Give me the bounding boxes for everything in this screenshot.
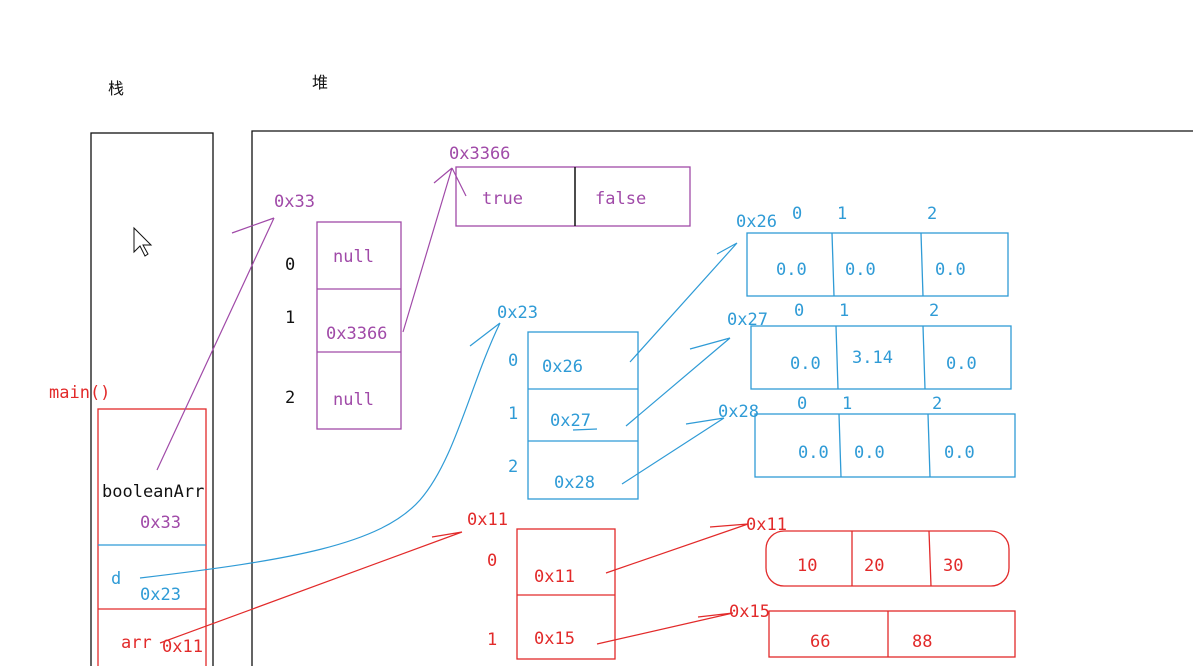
main-frame: [97, 408, 207, 666]
main-frame-label: main(): [49, 383, 110, 403]
bool-outer-index-1: 1: [285, 308, 295, 328]
d-inner-2-array: [754, 413, 1016, 478]
bool-outer-index-2: 2: [285, 388, 295, 408]
var-d-name: d: [111, 569, 121, 589]
d-inner-0-divider-1: [831, 232, 835, 297]
d-outer-cell-2: 0x28: [554, 473, 595, 493]
arrow-arr-to-0x11: [159, 531, 463, 644]
arr-inner-0-cell-0: 10: [797, 556, 817, 576]
var-booleanArr-name: booleanArr: [102, 482, 204, 502]
arr-inner-0-array: [765, 530, 1010, 587]
arrow-cell-to-0x15: [596, 612, 734, 645]
d-inner-1-array: [750, 325, 1012, 390]
heap-label: 堆: [312, 73, 328, 92]
arrow-cell-to-0x28: [621, 417, 725, 485]
bool-outer-cell-1: 0x3366: [326, 324, 387, 344]
d-inner-1-index-1: 1: [839, 301, 849, 321]
var-arr-name: arr: [121, 633, 152, 653]
d-inner-2-address: 0x28: [718, 402, 759, 422]
arrow-cell-to-0x26: [629, 242, 738, 363]
arr-outer-cell-1: 0x15: [534, 629, 575, 649]
d-outer-cell-0: 0x26: [542, 357, 583, 377]
d-inner-2-divider-1: [838, 413, 842, 478]
bool-inner-address: 0x3366: [449, 144, 510, 164]
d-inner-1-index-2: 2: [929, 301, 939, 321]
var-booleanArr-value: 0x33: [140, 513, 181, 533]
bool-inner-cell-1: false: [595, 189, 646, 209]
d-inner-1-divider-2: [922, 325, 926, 390]
d-inner-0-cell-1: 0.0: [845, 260, 876, 280]
d-inner-0-cell-2: 0.0: [935, 260, 966, 280]
d-inner-2-cell-1: 0.0: [854, 443, 885, 463]
d-outer-index-0: 0: [508, 351, 518, 371]
arr-outer-index-0: 0: [487, 551, 497, 571]
arrow-booleanArr-to-0x33: [156, 217, 275, 471]
d-outer-index-2: 2: [508, 457, 518, 477]
d-inner-2-divider-2: [927, 413, 931, 478]
d-inner-0-address: 0x26: [736, 212, 777, 232]
bool-outer-index-0: 0: [285, 255, 295, 275]
arr-inner-0-address: 0x11: [746, 515, 787, 535]
arrow-cell-to-0x27: [625, 337, 731, 427]
d-inner-1-cell-1: 3.14: [852, 348, 893, 368]
d-inner-1-divider-1: [835, 325, 839, 390]
d-inner-2-index-1: 1: [842, 394, 852, 414]
arr-inner-0-divider-2: [928, 530, 932, 587]
d-inner-0-index-0: 0: [792, 204, 802, 224]
d-inner-1-cell-2: 0.0: [946, 354, 977, 374]
d-inner-1-cell-0: 0.0: [790, 354, 821, 374]
d-inner-0-cell-0: 0.0: [776, 260, 807, 280]
arr-inner-0-cell-1: 20: [864, 556, 884, 576]
bool-outer-address: 0x33: [274, 192, 315, 212]
d-inner-2-cell-2: 0.0: [944, 443, 975, 463]
arr-inner-1-cell-0: 66: [810, 632, 830, 652]
arr-outer-cell-0: 0x11: [534, 567, 575, 587]
bool-outer-array: [316, 221, 402, 430]
var-arr-value: 0x11: [162, 637, 203, 657]
mouse-cursor-icon: [133, 226, 153, 257]
arr-inner-1-cell-1: 88: [912, 632, 932, 652]
d-inner-0-index-1: 1: [837, 204, 847, 224]
d-outer-cell-1-underline: [572, 428, 598, 431]
arrow-cell-to-inner-0x11: [605, 523, 749, 574]
arr-outer-array: [516, 528, 616, 660]
bool-outer-cell-2: null: [333, 390, 374, 410]
d-inner-1-index-0: 0: [794, 301, 804, 321]
arr-inner-0-cell-2: 30: [943, 556, 963, 576]
heap-region: [251, 130, 1193, 666]
arr-inner-1-address: 0x15: [729, 602, 770, 622]
arrow-cell-to-0x3366: [402, 167, 467, 333]
d-outer-address: 0x23: [497, 303, 538, 323]
d-inner-2-index-0: 0: [797, 394, 807, 414]
bool-inner-array: [455, 166, 691, 227]
var-d-value: 0x23: [140, 585, 181, 605]
bool-outer-cell-0: null: [333, 247, 374, 267]
d-inner-2-index-2: 2: [932, 394, 942, 414]
d-inner-0-index-2: 2: [927, 204, 937, 224]
arr-outer-index-1: 1: [487, 630, 497, 650]
d-inner-2-cell-0: 0.0: [798, 443, 829, 463]
d-inner-0-divider-2: [920, 232, 924, 297]
arr-inner-1-array: [768, 610, 1016, 658]
d-inner-0-array: [746, 232, 1009, 297]
bool-inner-cell-0: true: [482, 189, 523, 209]
stack-region: [90, 132, 214, 666]
arrow-d-to-0x23: [139, 322, 501, 579]
d-outer-cell-1: 0x27: [550, 411, 591, 431]
arr-outer-address: 0x11: [467, 510, 508, 530]
stack-label: 栈: [108, 79, 124, 98]
d-outer-index-1: 1: [508, 404, 518, 424]
d-inner-1-address: 0x27: [727, 310, 768, 330]
